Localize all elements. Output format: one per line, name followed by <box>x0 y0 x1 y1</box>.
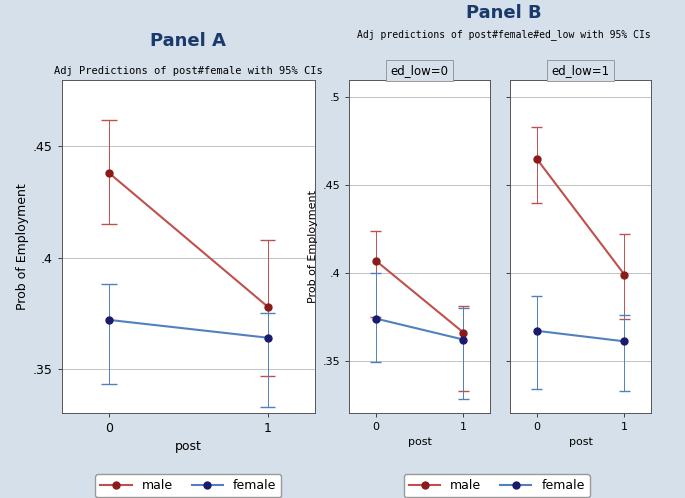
Title: Adj Predictions of post#female with 95% CIs: Adj Predictions of post#female with 95% … <box>54 66 323 76</box>
Legend: male, female: male, female <box>404 474 590 497</box>
X-axis label: post: post <box>175 440 202 453</box>
Legend: male, female: male, female <box>95 474 282 497</box>
X-axis label: post: post <box>569 437 593 447</box>
Text: Panel B: Panel B <box>466 4 541 22</box>
Y-axis label: Prob of Employment: Prob of Employment <box>16 183 29 310</box>
X-axis label: post: post <box>408 437 432 447</box>
Title: ed_low=0: ed_low=0 <box>390 64 449 77</box>
Text: Adj predictions of post#female#ed_low with 95% CIs: Adj predictions of post#female#ed_low wi… <box>357 29 650 40</box>
Title: ed_low=1: ed_low=1 <box>551 64 610 77</box>
Text: Panel A: Panel A <box>151 32 226 50</box>
Y-axis label: Prob of Employment: Prob of Employment <box>308 190 319 303</box>
